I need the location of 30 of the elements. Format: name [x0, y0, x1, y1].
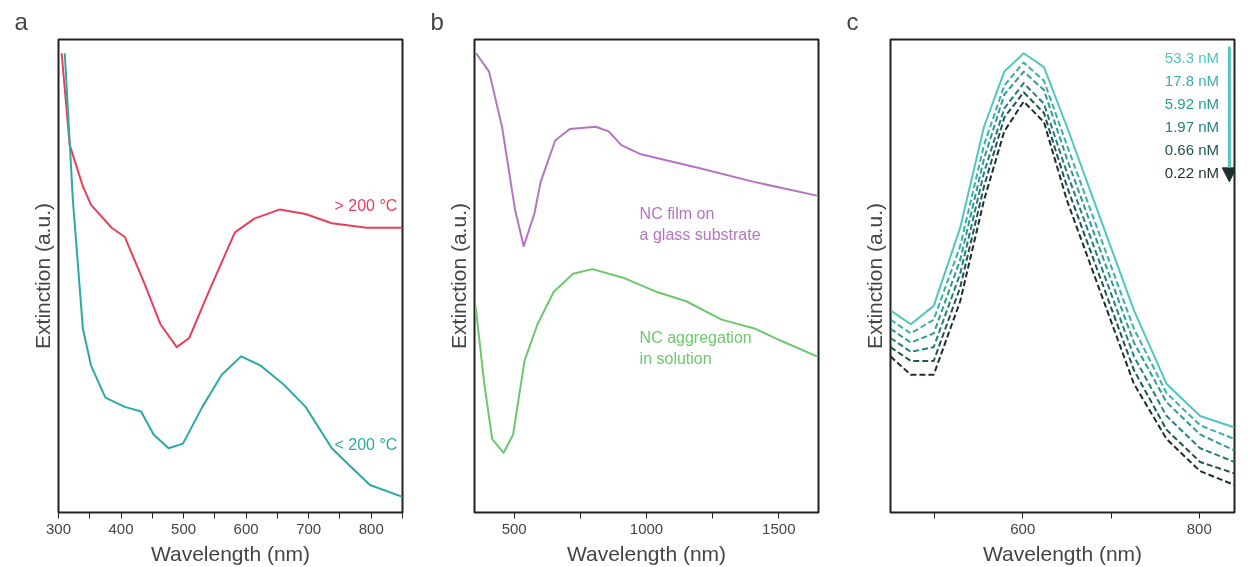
x-tick-label: 400 — [108, 519, 134, 537]
text: 1.97 nM — [1164, 118, 1220, 136]
series-label: > 200 °C — [334, 197, 398, 214]
x-axis-title: Wavelength (nm) — [566, 541, 727, 565]
y-axis-title: Extinction (a.u.) — [862, 203, 886, 349]
chart-title: b — [430, 7, 444, 35]
x-tick-label: 300 — [45, 519, 72, 537]
x-tick-label: 600 — [233, 519, 259, 537]
legend-label: 0.22 nM — [1164, 164, 1220, 182]
text: 5.92 nM — [1164, 95, 1220, 113]
x-tick-label: 500 — [171, 519, 197, 537]
text: 17.8 nM — [1164, 72, 1220, 90]
x-tick-label: 800 — [1186, 519, 1212, 537]
y-axis-title: Extinction (a.u.) — [30, 203, 54, 349]
x-axis-title: Wavelength (nm) — [150, 541, 311, 565]
chart-title: a — [14, 7, 29, 35]
x-tick-label: 600 — [1010, 519, 1036, 537]
x-tick-label: 800 — [358, 519, 384, 537]
series-label: NC film on a glass substrate — [639, 204, 761, 244]
y-axis-title: Extinction (a.u.) — [446, 203, 470, 349]
series-label: < 200 °C — [334, 435, 398, 453]
series-label: NC aggregation in solution — [639, 328, 752, 368]
x-tick-label: 700 — [296, 519, 322, 537]
x-axis-title: Wavelength (nm) — [982, 541, 1143, 565]
text: 0.66 nM — [1164, 141, 1220, 159]
chart-title: c — [846, 7, 859, 35]
text: 53.3 nM — [1164, 49, 1220, 67]
x-tick-label: 1000 — [629, 519, 664, 537]
x-tick-label: 1500 — [762, 519, 796, 537]
x-tick-label: 500 — [501, 519, 527, 537]
